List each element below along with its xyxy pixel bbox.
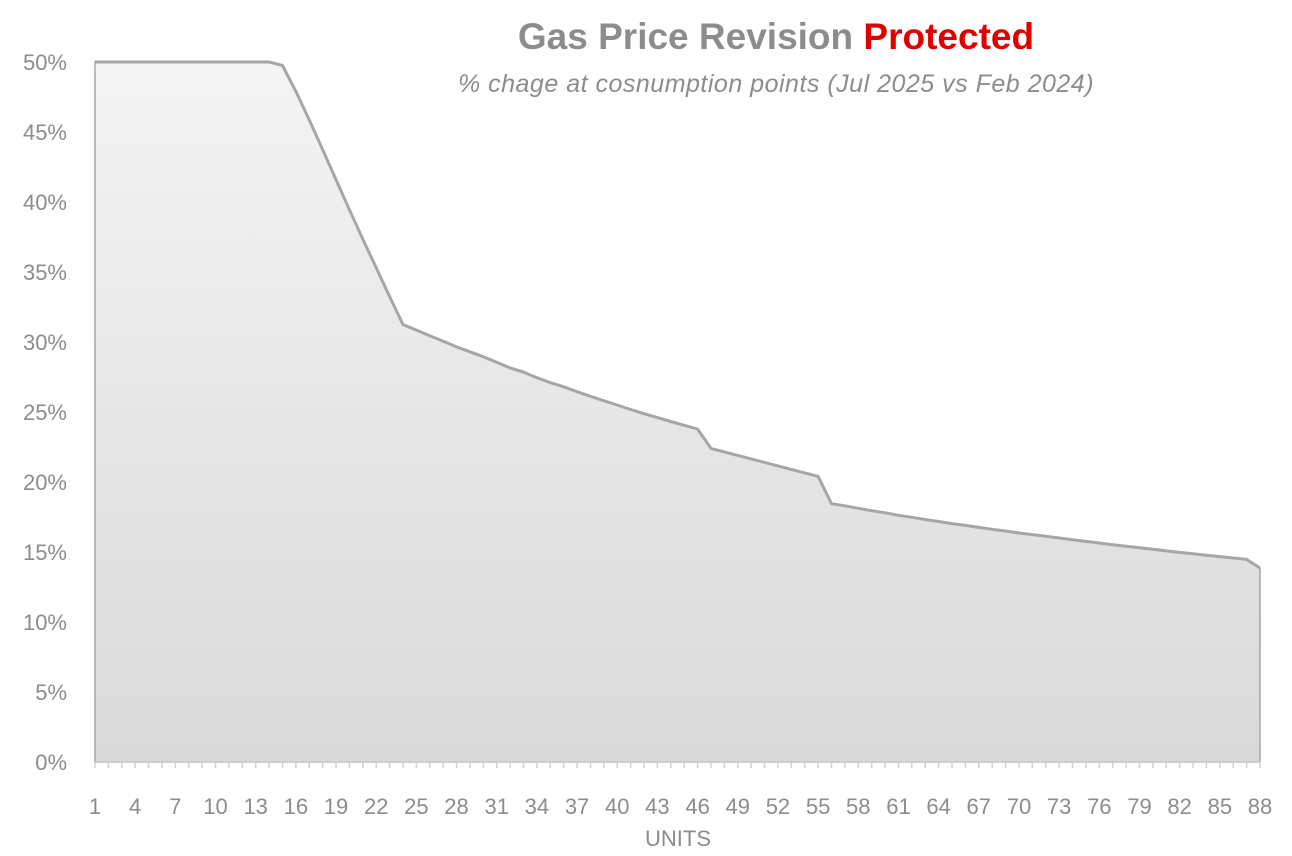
x-tick-label: 13 bbox=[243, 794, 267, 819]
x-tick-label: 61 bbox=[886, 794, 910, 819]
chart-title: Gas Price Revision Protected bbox=[518, 16, 1034, 57]
chart-title-main: Gas Price Revision bbox=[517, 16, 854, 57]
x-tick-label: 37 bbox=[565, 794, 589, 819]
x-axis-label: UNITS bbox=[645, 826, 711, 851]
series-line bbox=[95, 60, 1261, 570]
x-tick-label: 19 bbox=[324, 794, 348, 819]
x-tick-label: 64 bbox=[926, 794, 950, 819]
y-tick-label: 20% bbox=[23, 470, 67, 495]
y-tick-label: 5% bbox=[35, 680, 67, 705]
x-tick-label: 7 bbox=[169, 794, 181, 819]
x-tick-label: 79 bbox=[1127, 794, 1151, 819]
x-tick-label: 67 bbox=[967, 794, 991, 819]
chart-subtitle: % chage at cosnumption points (Jul 2025 … bbox=[457, 70, 1095, 98]
chart-title-highlight: Protected bbox=[863, 16, 1035, 57]
x-tick-label: 70 bbox=[1007, 794, 1031, 819]
x-tick-label: 88 bbox=[1248, 794, 1272, 819]
x-tick-label: 25 bbox=[404, 794, 428, 819]
x-tick-label: 76 bbox=[1087, 794, 1111, 819]
x-tick-label: 4 bbox=[129, 794, 141, 819]
x-tick-label: 10 bbox=[203, 794, 227, 819]
y-axis-tick-labels: 0% 5% 10% 15% 20% 25% 30% 35% 40% 45% 50% bbox=[23, 50, 67, 775]
x-tick-label: 43 bbox=[645, 794, 669, 819]
x-axis-tick-labels: 1 4 7 10 13 16 19 22 25 28 31 34 37 40 43 46 49 52 55 58 61 6… bbox=[89, 794, 1272, 819]
x-tick-label: 58 bbox=[846, 794, 870, 819]
y-tick-label: 0% bbox=[35, 750, 67, 775]
x-tick-label: 28 bbox=[444, 794, 468, 819]
x-tick-label: 31 bbox=[484, 794, 508, 819]
x-axis-minor-ticks bbox=[94, 762, 1261, 768]
x-tick-label: 22 bbox=[364, 794, 388, 819]
x-tick-label: 52 bbox=[766, 794, 790, 819]
y-tick-label: 50% bbox=[23, 50, 67, 75]
x-tick-label: 49 bbox=[726, 794, 750, 819]
y-tick-label: 15% bbox=[23, 540, 67, 565]
chart-subtitle-container: % chage at cosnumption points (Jul 2025 … bbox=[0, 70, 1292, 99]
y-tick-label: 25% bbox=[23, 400, 67, 425]
x-tick-label: 16 bbox=[284, 794, 308, 819]
x-tick-label: 73 bbox=[1047, 794, 1071, 819]
x-tick-label: 46 bbox=[685, 794, 709, 819]
x-tick-label: 1 bbox=[89, 794, 101, 819]
y-tick-label: 45% bbox=[23, 120, 67, 145]
x-tick-label: 34 bbox=[525, 794, 549, 819]
x-tick-label: 85 bbox=[1208, 794, 1232, 819]
y-tick-label: 35% bbox=[23, 260, 67, 285]
chart-title-container: Gas Price Revision Protected bbox=[0, 16, 1292, 58]
x-tick-label: 82 bbox=[1167, 794, 1191, 819]
y-tick-label: 30% bbox=[23, 330, 67, 355]
x-tick-label: 40 bbox=[605, 794, 629, 819]
y-tick-label: 40% bbox=[23, 190, 67, 215]
x-tick-label: 55 bbox=[806, 794, 830, 819]
y-tick-label: 10% bbox=[23, 610, 67, 635]
area-fill bbox=[94, 61, 1261, 763]
